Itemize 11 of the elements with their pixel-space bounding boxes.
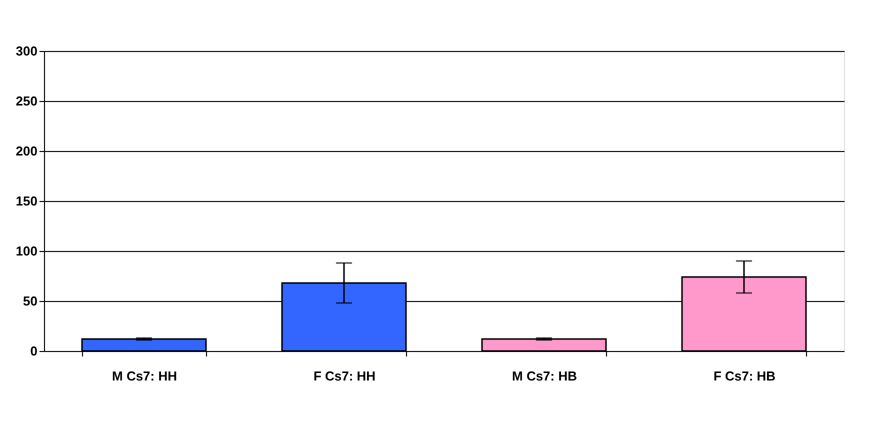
- x-tick-label: F Cs7: HH: [313, 368, 376, 384]
- x-tick-label: M Cs7: HB: [512, 368, 578, 384]
- y-tick-label: 0: [30, 344, 38, 358]
- x-tick-label: M Cs7: HH: [112, 368, 178, 384]
- y-tick-label: 50: [23, 294, 38, 308]
- y-tick-label: 150: [16, 194, 38, 208]
- y-tick-label: 250: [16, 94, 38, 108]
- y-tick-label: 200: [16, 144, 38, 158]
- x-tick-label: F Cs7: HB: [713, 368, 776, 384]
- y-tick-label: 100: [16, 244, 38, 258]
- y-tick-label: 300: [16, 44, 38, 58]
